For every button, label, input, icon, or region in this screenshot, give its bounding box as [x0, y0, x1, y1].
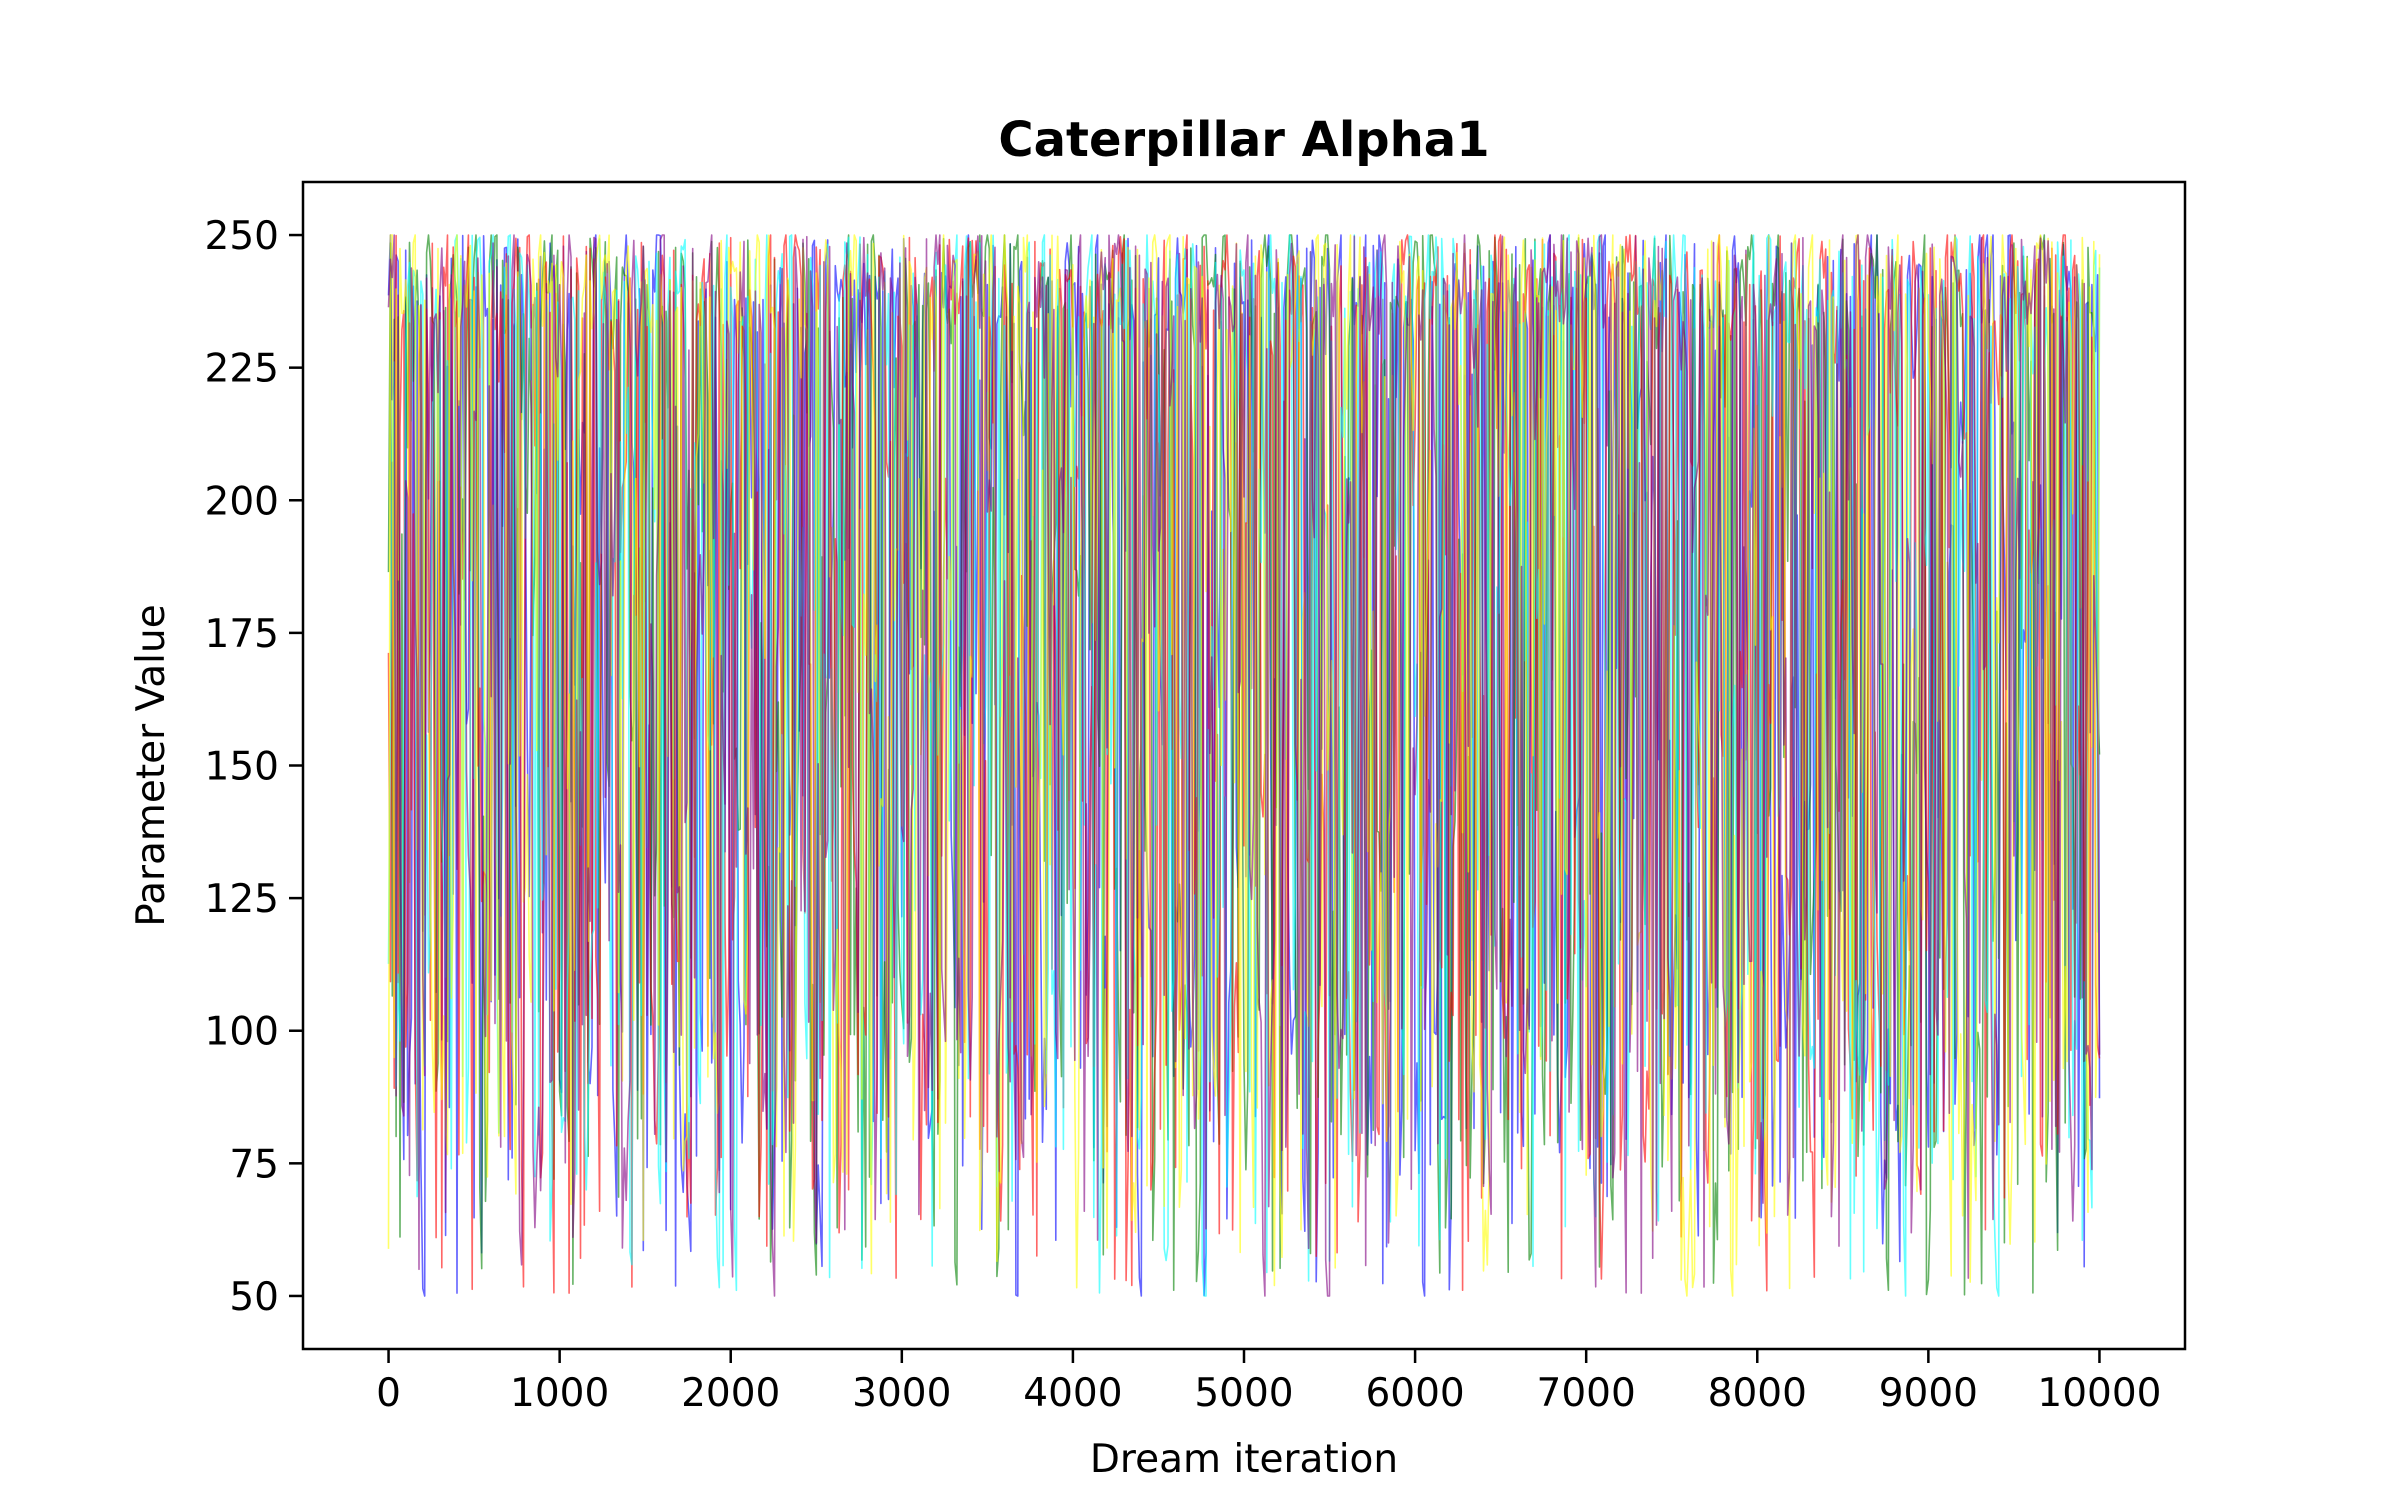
x-tick-label: 7000: [1537, 1371, 1636, 1416]
y-tick-label: 200: [205, 479, 279, 524]
x-tick-label: 0: [376, 1371, 401, 1416]
x-tick-label: 2000: [681, 1371, 780, 1416]
x-tick-label: 10000: [2037, 1371, 2161, 1416]
x-tick-label: 5000: [1194, 1371, 1293, 1416]
x-tick-label: 9000: [1879, 1371, 1978, 1416]
y-axis-label: Parameter Value: [129, 604, 174, 926]
x-tick-label: 8000: [1708, 1371, 1807, 1416]
y-tick-label: 125: [205, 877, 279, 922]
y-tick-label: 100: [205, 1010, 279, 1055]
y-tick-label: 75: [229, 1142, 279, 1187]
y-tick-label: 225: [205, 347, 279, 392]
x-axis: 0 1000 2000 3000 4000 5000 6000 7000 8000 9000 100…: [376, 1349, 2161, 1416]
y-axis: 50 75 100 125 150 175 200 225 250: [205, 214, 303, 1320]
y-tick-label: 150: [205, 745, 279, 790]
trace-lines: [387, 234, 2101, 1297]
y-tick-label: 50: [229, 1275, 279, 1320]
y-tick-label: 175: [205, 612, 279, 657]
trace-series-4: [387, 234, 2101, 1297]
chart-title: Caterpillar Alpha1: [998, 112, 1489, 168]
x-tick-label: 1000: [510, 1371, 609, 1416]
trace-series-6: [387, 234, 2101, 1297]
y-tick-label: 250: [205, 214, 279, 259]
trace-series-3: [387, 234, 2101, 1294]
x-tick-label: 4000: [1023, 1371, 1122, 1416]
x-axis-label: Dream iteration: [1090, 1437, 1398, 1482]
x-tick-label: 3000: [852, 1371, 951, 1416]
x-tick-label: 6000: [1365, 1371, 1464, 1416]
